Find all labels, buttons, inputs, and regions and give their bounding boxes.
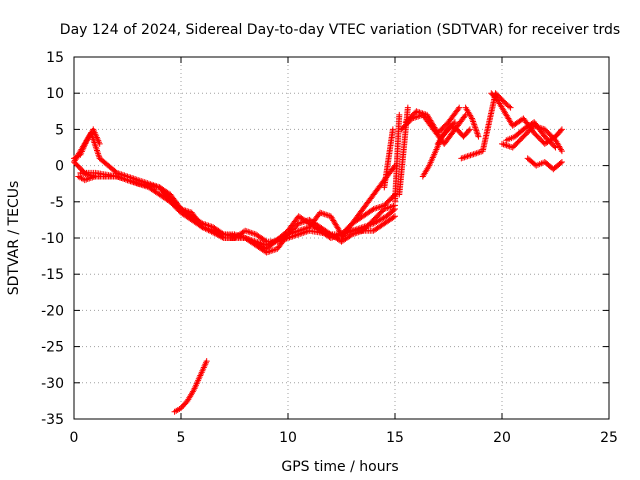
data-point (475, 149, 482, 156)
series-tower-b (392, 111, 403, 205)
data-point (369, 206, 376, 213)
data-point (392, 213, 398, 220)
data-point (198, 223, 205, 230)
data-point (465, 127, 472, 134)
data-point (390, 202, 397, 209)
data-point (248, 229, 255, 236)
data-point (557, 160, 564, 167)
x-tick-label: 25 (600, 430, 618, 446)
y-tick-label: 15 (46, 50, 64, 66)
y-tick-label: -10 (41, 231, 64, 247)
series-pre-sunrise (71, 126, 103, 162)
axis-ticks: 0 5 10 15 20 25 -35 -30 -25 -20 -15 -10 -5 0 5 10 15 (41, 50, 618, 446)
data-point (320, 210, 327, 217)
data-point (462, 111, 469, 118)
y-tick-label: -25 (41, 340, 64, 356)
data-point (451, 119, 458, 126)
data-point (465, 152, 472, 159)
x-tick-label: 15 (386, 430, 404, 446)
data-point (503, 142, 510, 149)
data-point (265, 248, 272, 255)
data-point (466, 126, 473, 133)
y-tick-label: -15 (41, 267, 64, 283)
data-point (499, 140, 505, 147)
x-axis-label: GPS time / hours (281, 459, 398, 475)
data-point (245, 228, 252, 235)
data-point (472, 150, 479, 157)
chart-title: Day 124 of 2024, Sidereal Day-to-day VTE… (60, 22, 620, 38)
data-point (502, 141, 509, 148)
data-point (219, 234, 226, 241)
data-point (467, 152, 474, 159)
series-night-4 (503, 119, 559, 151)
series-scattered (458, 90, 514, 162)
data-point (557, 127, 564, 134)
data-point (461, 154, 468, 161)
y-tick-label: -35 (41, 412, 64, 428)
data-marks (71, 90, 565, 415)
x-tick-label: 0 (70, 430, 79, 446)
series-night-3 (524, 155, 565, 173)
series-orphan-low (171, 358, 210, 415)
data-point (505, 142, 512, 149)
data-point (461, 113, 468, 120)
data-point (203, 358, 210, 365)
data-point (558, 158, 565, 165)
data-point (243, 228, 250, 235)
series-evening-4 (434, 122, 473, 147)
data-point (500, 141, 507, 148)
y-tick-label: -20 (41, 303, 64, 319)
data-point (323, 211, 330, 218)
y-tick-label: 10 (46, 86, 64, 102)
data-point (473, 150, 480, 157)
data-point (246, 229, 253, 236)
x-tick-label: 5 (177, 430, 186, 446)
data-point (375, 204, 382, 211)
data-point (462, 153, 469, 160)
data-point (458, 155, 465, 162)
data-point (552, 144, 559, 151)
series-dusk-rise (338, 162, 398, 241)
data-point (456, 104, 463, 111)
data-point (389, 126, 396, 133)
data-point (475, 133, 482, 140)
series-evening-5 (462, 104, 482, 140)
series-tower-a (381, 126, 396, 191)
data-point (96, 140, 103, 147)
x-tick-label: 20 (493, 430, 511, 446)
data-point (262, 237, 269, 244)
data-point (506, 103, 513, 110)
data-point (507, 104, 514, 111)
data-point (347, 232, 354, 239)
x-tick-label: 10 (279, 430, 297, 446)
data-point (464, 153, 471, 160)
y-axis-label: SDTVAR / TECUs (6, 181, 22, 296)
data-point (404, 104, 411, 111)
data-point (396, 111, 403, 118)
data-point (321, 211, 328, 218)
series-evening-2 (402, 104, 463, 137)
data-point (558, 148, 565, 155)
y-tick-label: -5 (50, 195, 64, 211)
y-tick-label: -30 (41, 376, 64, 392)
data-point (390, 214, 397, 221)
data-point (551, 143, 558, 150)
y-tick-label: 5 (55, 122, 64, 138)
data-point (470, 151, 477, 158)
data-point (459, 154, 466, 161)
data-point (558, 126, 565, 133)
data-point (455, 105, 462, 112)
y-tick-label: 0 (55, 159, 64, 175)
data-point (469, 151, 476, 158)
series-band-d (75, 173, 398, 245)
